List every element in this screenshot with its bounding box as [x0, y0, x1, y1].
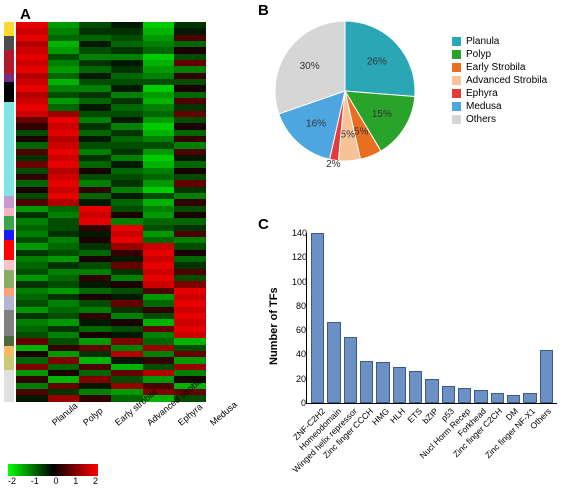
heatmap-column-label: Medusa: [208, 420, 214, 428]
cluster-segment: [4, 356, 14, 370]
legend-swatch: [452, 115, 461, 124]
bar: [491, 393, 504, 404]
panel-a-heatmap: PlanulaPolypEarly strobilaAdvanced strob…: [6, 8, 208, 457]
bar: [376, 362, 389, 403]
pie-legend-item: Advanced Strobila: [452, 75, 547, 86]
legend-label: Ephyra: [466, 88, 498, 99]
pie-slice-pct: 5%: [354, 126, 369, 137]
cluster-segment: [4, 288, 14, 296]
legend-label: Advanced Strobila: [466, 75, 547, 86]
bar: [523, 393, 536, 404]
pie-legend-item: Medusa: [452, 101, 547, 112]
bar-category-label: ETS: [405, 406, 424, 425]
bar: [344, 337, 357, 403]
pie-slice-pct: 5%: [341, 129, 356, 140]
cluster-segment: [4, 336, 14, 346]
cluster-segment: [4, 50, 14, 74]
cluster-segment: [4, 208, 14, 216]
bar-category-label: HLH: [388, 406, 407, 425]
bar: [425, 379, 438, 403]
legend-swatch: [452, 89, 461, 98]
pie-chart: 26%15%5%5%2%16%30%: [260, 6, 440, 184]
bar-category-label: bZIP: [420, 406, 440, 426]
cluster-segment: [4, 296, 14, 310]
cluster-segment: [4, 196, 14, 208]
pie-slice-pct: 16%: [306, 118, 326, 129]
cluster-segment: [4, 22, 14, 36]
pie-legend: Planula Polyp Early Strobila Advanced Strob…: [452, 36, 547, 125]
cluster-segment: [4, 230, 14, 240]
cluster-segment: [4, 346, 14, 356]
bar-x-labels: ZNF-C2H2HomeodomainWinged helix represso…: [310, 404, 552, 479]
bar-y-ticks: 140120100806040200: [292, 233, 306, 403]
bar: [507, 395, 520, 403]
cluster-segment: [4, 240, 14, 260]
heatmap-color-key: -2-1012: [8, 464, 98, 486]
bar: [409, 371, 422, 403]
bar-series: [307, 233, 557, 403]
heatmap-x-axis: PlanulaPolypEarly strobilaAdvanced strob…: [18, 402, 208, 457]
pie-legend-item: Polyp: [452, 49, 547, 60]
bar: [540, 350, 553, 403]
pie-legend-item: Others: [452, 114, 547, 125]
heatmap-cluster-sidebar: [4, 22, 14, 402]
bar: [474, 390, 487, 403]
bar: [442, 386, 455, 403]
bar-y-axis-label: Number of TFs: [268, 287, 280, 365]
bar: [360, 361, 373, 403]
pie-slice-pct: 30%: [300, 61, 320, 72]
pie-legend-item: Early Strobila: [452, 62, 547, 73]
pie-legend-item: Planula: [452, 36, 547, 47]
cluster-segment: [4, 102, 14, 196]
pie-slice-pct: 2%: [326, 159, 341, 170]
bar: [458, 388, 471, 403]
legend-swatch: [452, 50, 461, 59]
cluster-segment: [4, 82, 14, 102]
pie-legend-item: Ephyra: [452, 88, 547, 99]
legend-label: Polyp: [466, 49, 491, 60]
legend-label: Planula: [466, 36, 499, 47]
cluster-segment: [4, 310, 14, 336]
cluster-segment: [4, 216, 14, 230]
legend-swatch: [452, 76, 461, 85]
bar-plot-area: [306, 233, 557, 404]
legend-label: Early Strobila: [466, 62, 525, 73]
bar: [327, 322, 340, 403]
legend-swatch: [452, 102, 461, 111]
legend-label: Medusa: [466, 101, 502, 112]
color-key-ticks: -2-1012: [8, 476, 98, 486]
legend-swatch: [452, 37, 461, 46]
legend-label: Others: [466, 114, 496, 125]
cluster-segment: [4, 270, 14, 288]
bar: [393, 367, 406, 403]
panel-c-barchart: Number of TFs 140120100806040200 ZNF-C2H…: [258, 225, 558, 500]
panel-b-pie: 26%15%5%5%2%16%30% PlanulaPolypEarly Str…: [260, 6, 560, 184]
bar: [311, 233, 324, 403]
pie-slice-pct: 15%: [372, 109, 392, 120]
cluster-segment: [4, 370, 14, 402]
legend-swatch: [452, 63, 461, 72]
cluster-segment: [4, 36, 14, 50]
pie-slice-pct: 26%: [367, 57, 387, 68]
cluster-segment: [4, 260, 14, 270]
heatmap-body: [16, 22, 206, 402]
cluster-segment: [4, 74, 14, 82]
